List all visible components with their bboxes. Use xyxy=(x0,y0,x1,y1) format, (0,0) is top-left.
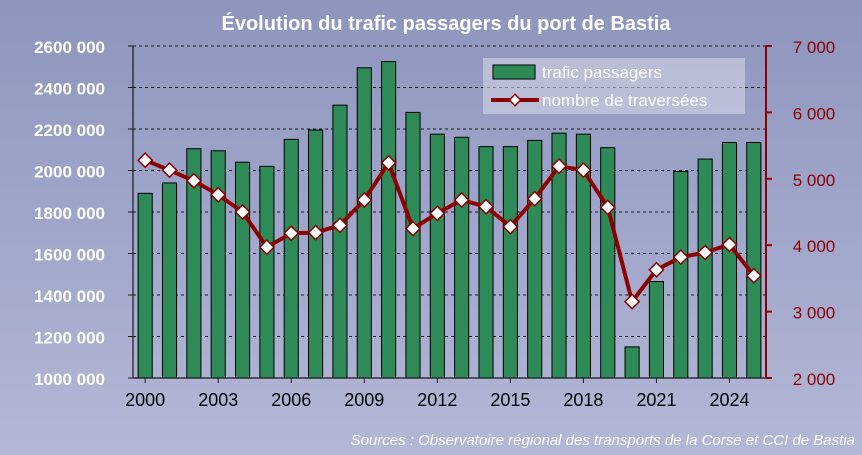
traversees-point-2015 xyxy=(502,218,519,235)
x-tick-label: 2003 xyxy=(198,390,238,410)
traversees-point-2004 xyxy=(234,203,251,221)
traversees-point-2017 xyxy=(550,158,568,175)
bar-2016 xyxy=(527,139,543,379)
bar-2001 xyxy=(161,182,178,379)
x-tick-label: 2000 xyxy=(125,390,165,410)
traversees-point-2016 xyxy=(526,190,543,207)
left-tick-label: 2000 000 xyxy=(34,163,105,182)
traversees-point-2010 xyxy=(380,154,397,171)
bar-2024 xyxy=(721,141,738,379)
axes: 1000 000 1200 000 1400 000 1600 000 1800 000… xyxy=(34,38,835,410)
traversees-point-2022 xyxy=(672,249,689,266)
traversees-point-2021 xyxy=(648,261,665,278)
traversees-point-2020 xyxy=(623,293,641,310)
left-tick-label: 1600 000 xyxy=(34,246,105,265)
bar-2010 xyxy=(381,61,397,379)
x-tick-label: 2015 xyxy=(490,390,530,410)
bar-2014 xyxy=(478,146,494,379)
bar-2022 xyxy=(673,171,689,379)
bar-2015 xyxy=(502,146,518,379)
left-tick-label: 2400 000 xyxy=(34,80,105,99)
bar-2023 xyxy=(697,158,713,379)
x-tick-label: 2018 xyxy=(563,390,603,410)
line-series xyxy=(137,152,762,310)
bar-2005 xyxy=(259,165,275,379)
right-tick-label: 5 000 xyxy=(793,171,836,190)
right-tick-label: 6 000 xyxy=(793,104,836,123)
traversees-point-2009 xyxy=(356,191,373,209)
bar-2020 xyxy=(624,346,640,379)
bar-2008 xyxy=(332,104,348,379)
traversees-point-2014 xyxy=(477,198,495,215)
left-tick-label: 1000 000 xyxy=(34,370,105,389)
bar-2007 xyxy=(308,129,324,379)
left-tick-label: 1200 000 xyxy=(34,329,105,348)
traversees-point-2002 xyxy=(185,172,202,189)
traversees-point-2008 xyxy=(331,217,349,234)
traversees-line xyxy=(144,158,756,304)
traversees-point-2005 xyxy=(258,239,276,256)
traversees-point-2006 xyxy=(283,225,300,242)
right-tick-label: 2 000 xyxy=(793,370,836,389)
traversees-point-2025 xyxy=(745,267,762,284)
traversees-point-2013 xyxy=(453,191,470,209)
x-tick-label: 2021 xyxy=(636,390,676,410)
bar-2009 xyxy=(356,67,372,379)
x-tick-label: 2009 xyxy=(344,390,384,410)
traversees-point-2019 xyxy=(599,199,616,216)
source-note: Sources : Observatoire régional des tran… xyxy=(351,432,855,449)
right-tick-label: 4 000 xyxy=(793,237,836,256)
traversees-point-2018 xyxy=(575,162,592,179)
traversees-point-2001 xyxy=(161,162,178,179)
bar-2013 xyxy=(454,136,470,379)
traversees-point-2024 xyxy=(721,236,738,253)
right-tick-label: 3 000 xyxy=(793,304,836,323)
traversees-point-2003 xyxy=(210,186,227,203)
bar-2019 xyxy=(600,147,616,379)
bar-2011 xyxy=(405,111,421,379)
legend-line-marker xyxy=(508,93,522,107)
x-tick-label: 2012 xyxy=(417,390,457,410)
bar-2000 xyxy=(137,192,153,379)
left-tick-label: 2200 000 xyxy=(34,121,105,140)
chart-title: Évolution du trafic passagers du port de… xyxy=(222,12,672,35)
legend: trafic passagers nombre de traversées xyxy=(483,58,745,114)
bar-2021 xyxy=(648,281,665,379)
right-tick-label: 7 000 xyxy=(793,38,836,57)
left-tick-label: 1400 000 xyxy=(34,287,105,306)
traversees-point-2012 xyxy=(429,205,446,222)
left-tick-label: 2600 000 xyxy=(34,38,105,57)
bar-2012 xyxy=(429,133,445,379)
traversees-point-2023 xyxy=(697,244,714,261)
bar-2004 xyxy=(234,161,251,379)
x-tick-label: 2006 xyxy=(271,390,311,410)
legend-bar-label: trafic passagers xyxy=(542,63,662,82)
left-tick-label: 1800 000 xyxy=(34,204,105,223)
legend-line-label: nombre de traversées xyxy=(542,91,707,110)
legend-bar-swatch xyxy=(492,64,536,80)
traversees-point-2011 xyxy=(404,220,422,237)
bar-2006 xyxy=(283,138,299,379)
bar-2025 xyxy=(746,141,762,379)
traversees-point-2007 xyxy=(307,224,324,241)
traversees-point-2000 xyxy=(137,152,154,169)
x-tick-label: 2024 xyxy=(709,390,749,410)
bar-2003 xyxy=(210,150,226,379)
